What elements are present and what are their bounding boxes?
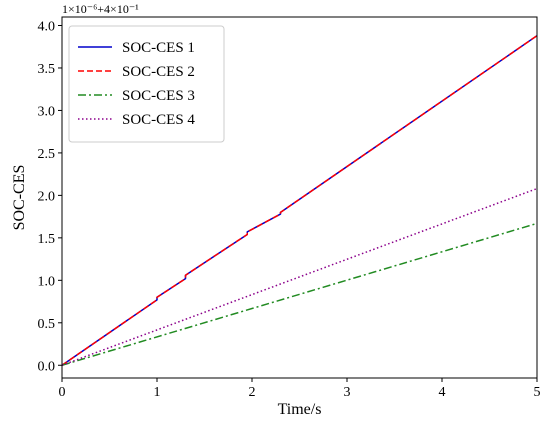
axes: 0 1 2 3 4 5 0.0 0.5 1.0 1.5 2.0 2.5 3.0 3.5 4.0 <box>38 16 541 400</box>
x-tick-label: 4 <box>439 385 446 400</box>
y-tick-label: 4.0 <box>38 19 56 34</box>
series-line-4 <box>61 187 538 366</box>
y-tick-label: 2.0 <box>38 189 56 204</box>
plot-area <box>61 35 538 366</box>
x-tick-label: 0 <box>59 385 66 400</box>
legend-label: SOC-CES 2 <box>122 64 195 80</box>
y-axis-label: SOC-CES <box>11 165 28 231</box>
x-tick-label: 5 <box>534 385 541 400</box>
series-line-3 <box>61 222 538 366</box>
x-tick-label: 2 <box>249 385 256 400</box>
y-offset-label: 1×10⁻⁶+4×10⁻¹ <box>62 2 139 16</box>
x-axis-label: Time/s <box>278 401 322 418</box>
legend-label: SOC-CES 3 <box>122 88 195 104</box>
y-tick-label: 0.5 <box>38 317 56 332</box>
y-tick-label: 1.0 <box>38 274 56 289</box>
x-tick-label: 1 <box>154 385 161 400</box>
legend-label: SOC-CES 1 <box>122 40 195 56</box>
x-tick-label: 3 <box>344 385 351 400</box>
y-tick-label: 0.0 <box>38 359 56 374</box>
legend: SOC-CES 1 SOC-CES 2 SOC-CES 3 SOC-CES 4 <box>68 25 225 143</box>
y-tick-label: 3.5 <box>38 62 56 77</box>
y-tick-label: 2.5 <box>38 147 56 162</box>
plot-frame <box>61 16 538 379</box>
y-tick-label: 3.0 <box>38 104 56 119</box>
legend-box <box>68 25 225 143</box>
series-line-2 <box>61 35 538 366</box>
y-tick-label: 1.5 <box>38 232 56 247</box>
legend-label: SOC-CES 4 <box>122 112 195 128</box>
